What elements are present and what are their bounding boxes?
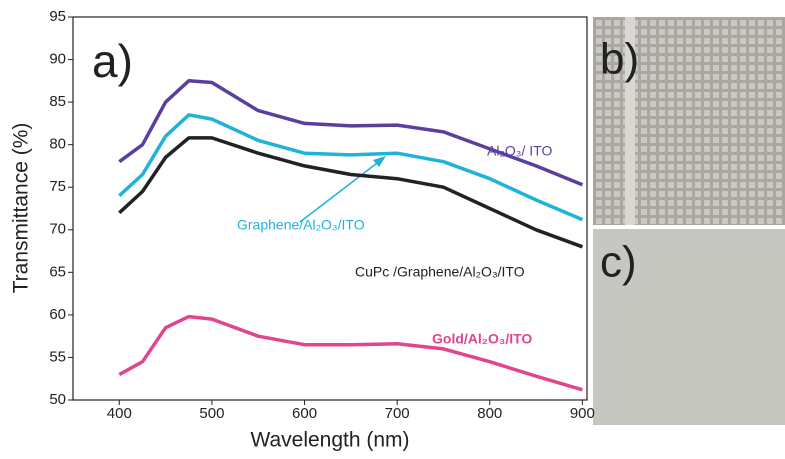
y-tick-label: 70 bbox=[49, 221, 66, 238]
y-tick-label: 55 bbox=[49, 348, 66, 365]
panel-label: c) bbox=[600, 238, 637, 287]
y-tick-label: 90 bbox=[49, 51, 66, 68]
x-tick-label: 600 bbox=[292, 405, 317, 422]
x-tick-label: 800 bbox=[477, 405, 502, 422]
series-label: Graphene/Al₂O₃/ITO bbox=[237, 217, 365, 233]
figure: a) b) c) Wavelength (nm) Transmittance (… bbox=[0, 0, 785, 454]
y-tick-label: 80 bbox=[49, 136, 66, 153]
panel-label: b) bbox=[600, 35, 639, 84]
x-tick-label: 900 bbox=[570, 405, 595, 422]
x-axis-label: Wavelength (nm) bbox=[250, 429, 409, 452]
y-tick-label: 65 bbox=[49, 263, 66, 280]
y-axis-label: Transmittance (%) bbox=[10, 123, 33, 294]
series-label: CuPc /Graphene/Al₂O₃/ITO bbox=[355, 264, 525, 280]
series-line bbox=[119, 115, 582, 220]
y-tick-label: 95 bbox=[49, 8, 66, 25]
x-tick-label: 700 bbox=[385, 405, 410, 422]
series-label: Al₂O₃/ ITO bbox=[487, 143, 552, 159]
series-line bbox=[119, 317, 582, 390]
y-tick-label: 75 bbox=[49, 178, 66, 195]
y-tick-label: 85 bbox=[49, 93, 66, 110]
series-line bbox=[119, 81, 582, 185]
x-tick-label: 500 bbox=[199, 405, 224, 422]
series-label: Gold/Al₂O₃/ITO bbox=[432, 331, 532, 347]
panel-label: a) bbox=[92, 35, 133, 87]
x-tick-label: 400 bbox=[107, 405, 132, 422]
y-tick-label: 50 bbox=[49, 391, 66, 408]
y-tick-label: 60 bbox=[49, 306, 66, 323]
annotation-arrow bbox=[300, 160, 381, 222]
